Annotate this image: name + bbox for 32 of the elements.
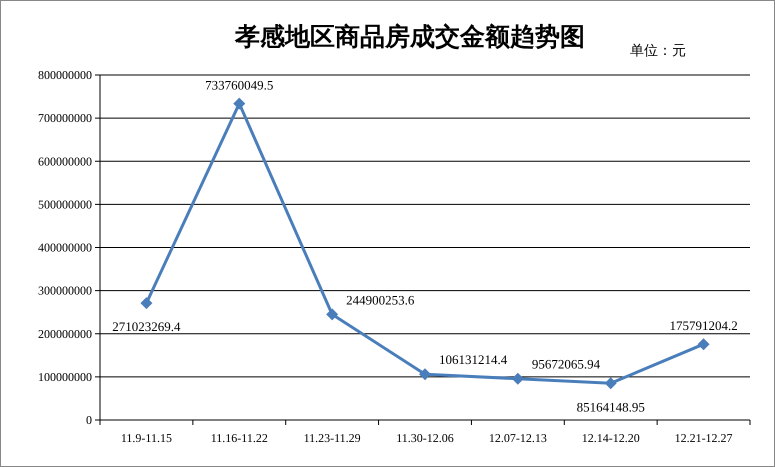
data-label: 175791204.2 [669, 318, 738, 334]
point [698, 338, 710, 350]
y-tick-label: 400000000 [38, 240, 92, 254]
y-tick-label: 300000000 [38, 284, 92, 298]
chart-title: 孝感地区商品房成交金额趋势图 [234, 23, 585, 51]
y-tick-label: 600000000 [38, 154, 92, 168]
point [233, 98, 246, 110]
y-tick-label: 200000000 [38, 326, 92, 341]
point [326, 308, 338, 320]
x-tick-label: 12.14-12.20 [582, 431, 640, 445]
x-tick-label: 12.07-12.13 [488, 431, 547, 445]
point [140, 297, 152, 310]
data-label: 244900253.6 [346, 292, 415, 308]
y-tick-label: 800000000 [38, 68, 92, 82]
data-label: 733760049.5 [205, 78, 274, 93]
text: 单位：元 [630, 43, 686, 59]
x-tick-label: 12.21-12.27 [674, 431, 733, 445]
point [512, 372, 524, 385]
x-tick-label: 11.30-12.06 [396, 431, 454, 445]
y-tick-label: 700000000 [38, 111, 92, 126]
y-tick-label: 0 [86, 413, 92, 427]
data-label: 95672065.94 [532, 356, 601, 372]
data-label: 271023269.4 [112, 319, 182, 334]
point [419, 368, 431, 380]
x-tick-label: 11.23-11.29 [304, 431, 361, 445]
point [604, 377, 617, 390]
y-tick-label: 100000000 [38, 370, 92, 384]
data-label: 85164148.95 [576, 399, 645, 414]
x-tick-label: 11.16-11.22 [210, 431, 268, 445]
data-label: 106131214.4 [439, 352, 508, 368]
y-tick-label: 500000000 [38, 197, 92, 212]
x-tick-label: 11.9-11.15 [120, 431, 172, 445]
